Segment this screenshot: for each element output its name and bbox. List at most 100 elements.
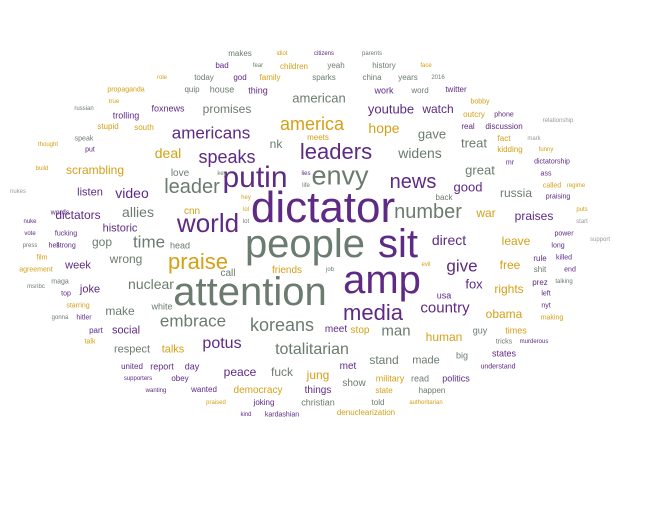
word-sparks: sparks	[312, 73, 336, 82]
word-happen: happen	[418, 386, 446, 395]
word-media: media	[343, 300, 403, 325]
word-word: word	[411, 86, 429, 95]
word-hitler: hitler	[76, 314, 92, 322]
word-russia: russia	[499, 186, 533, 200]
word-kidding: kidding	[497, 145, 523, 154]
word-role: role	[156, 75, 168, 81]
word-people: people	[244, 222, 366, 266]
word-fact: fact	[497, 134, 511, 143]
word-job: job	[325, 267, 335, 273]
word-obey: obey	[171, 374, 189, 383]
word-funny: funny	[538, 147, 554, 153]
word-parents: parents	[361, 51, 383, 57]
word-house: house	[209, 84, 235, 95]
word-trolling: trolling	[112, 110, 140, 121]
word-human: human	[425, 330, 463, 344]
word-american: american	[292, 90, 346, 106]
word-country: country	[420, 299, 470, 317]
word-number: number	[394, 201, 462, 223]
word-stupid: stupid	[97, 122, 119, 131]
word-social: social	[111, 324, 141, 337]
word-friends: friends	[271, 265, 303, 276]
word-military: military	[375, 373, 405, 384]
word-states: states	[491, 348, 517, 359]
word-usa: usa	[436, 290, 452, 301]
word-times: times	[505, 325, 527, 336]
word-told: told	[371, 398, 385, 407]
word-film: film	[36, 254, 48, 262]
word-long: long	[551, 242, 565, 250]
word-bobby: bobby	[470, 98, 490, 106]
word-embrace: embrace	[159, 311, 227, 331]
word-thing: thing	[248, 85, 268, 96]
word-years: years	[398, 73, 418, 82]
word-leader: leader	[164, 176, 220, 198]
word-love: love	[170, 168, 190, 179]
word-shit: shit	[533, 265, 547, 274]
word-msnbc: msnbc	[27, 284, 45, 290]
word-back: back	[435, 193, 453, 202]
word-hey: hey	[241, 195, 251, 201]
word-leave: leave	[501, 234, 531, 248]
word-top: top	[61, 290, 71, 298]
word-praising: praising	[545, 193, 571, 201]
word-fox: fox	[465, 276, 483, 292]
word-great: great	[465, 162, 495, 178]
word-propaganda: propaganda	[107, 86, 145, 94]
word-relationship: relationship	[542, 118, 574, 124]
word-lot: lot	[242, 219, 250, 225]
word-family: family	[259, 73, 281, 82]
word-koreans: koreans	[249, 315, 315, 335]
word-treat: treat	[460, 135, 488, 151]
word-white: white	[151, 301, 173, 312]
word-sit: sit	[378, 222, 418, 266]
word-praises: praises	[514, 209, 554, 223]
word-build: build	[35, 166, 49, 172]
word-nuke: nuke	[23, 219, 37, 225]
word-make: make	[105, 304, 135, 318]
word-amp: amp	[343, 258, 421, 302]
word-understand: understand	[480, 363, 516, 371]
word-kardashian: kardashian	[264, 411, 300, 419]
word-maga: maga	[51, 278, 69, 286]
word-rule: rule	[533, 254, 547, 263]
word-dictatorship: dictatorship	[534, 158, 570, 166]
word-guy: guy	[472, 325, 488, 336]
word-supporters: supporters	[123, 376, 153, 382]
word-prez: prez	[532, 278, 548, 287]
word-jung: jung	[306, 368, 330, 382]
word-politics: politics	[442, 373, 470, 384]
word-man: man	[381, 322, 411, 340]
word-quip: quip	[184, 85, 200, 94]
word-praise: praise	[168, 249, 228, 274]
word-power: power	[554, 230, 574, 238]
word-today: today	[194, 73, 214, 82]
word-promises: promises	[202, 102, 252, 116]
word-thought: thought	[37, 142, 59, 148]
word-nukes: nukes	[9, 189, 27, 195]
word-mark: mark	[527, 136, 541, 142]
word-regime: regime	[566, 183, 586, 189]
word-give: give	[446, 256, 478, 276]
word-united: united	[121, 362, 143, 371]
word-end: end	[564, 266, 576, 274]
word-making: making	[540, 314, 564, 322]
word-head: head	[169, 240, 191, 251]
word-fear: fear	[252, 63, 264, 69]
word-stand: stand	[369, 353, 399, 367]
word-allies: allies	[122, 204, 154, 220]
word-fucking: fucking	[54, 230, 78, 238]
word-report: report	[150, 361, 174, 372]
word-nuclear: nuclear	[128, 276, 174, 292]
word-putin: putin	[222, 161, 288, 194]
word-video: video	[115, 185, 149, 201]
word-world: world	[176, 208, 240, 238]
word-met: met	[339, 361, 357, 372]
word-china: china	[362, 73, 382, 82]
word-ass: ass	[540, 170, 552, 178]
word-talks: talks	[161, 343, 185, 356]
word-nk: nk	[269, 137, 283, 151]
word-starring: starring	[66, 302, 90, 310]
word-life: life	[302, 183, 310, 189]
word-youtube: youtube	[367, 101, 415, 117]
